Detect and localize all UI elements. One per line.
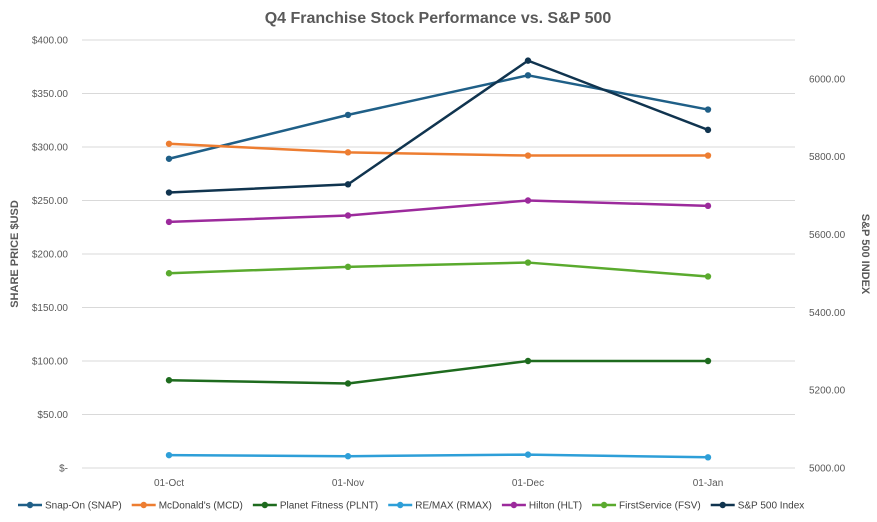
series-lines bbox=[165, 57, 712, 461]
data-point bbox=[704, 152, 712, 159]
data-point bbox=[524, 357, 532, 365]
legend-marker bbox=[140, 501, 147, 509]
data-point bbox=[524, 259, 532, 266]
series-re-max-rmax bbox=[165, 451, 712, 461]
series-line bbox=[167, 74, 710, 161]
legend-item: S&P 500 Index bbox=[710, 501, 805, 512]
x-tick-label: 01-Oct bbox=[154, 478, 184, 489]
x-axis-ticks: 01-Oct 01-Nov 01-Dec 01-Jan bbox=[154, 478, 723, 489]
left-axis-title: SHARE PRICE $USD bbox=[9, 200, 21, 308]
left-tick-label: $350.00 bbox=[32, 89, 69, 100]
data-point bbox=[344, 212, 352, 219]
series-hilton-hlt bbox=[165, 197, 712, 226]
series-line bbox=[167, 359, 710, 385]
left-tick-label: $150.00 bbox=[32, 303, 69, 314]
legend-marker bbox=[510, 501, 518, 509]
right-tick-label: 5400.00 bbox=[809, 308, 846, 319]
series-mcdonald-s-mcd bbox=[165, 140, 712, 159]
right-tick-label: 6000.00 bbox=[809, 74, 846, 85]
right-axis-title: S&P 500 INDEX bbox=[859, 214, 871, 295]
left-tick-label: $200.00 bbox=[32, 250, 69, 261]
legend-label: S&P 500 Index bbox=[738, 501, 805, 512]
series-line bbox=[167, 261, 710, 278]
data-point bbox=[344, 453, 352, 460]
right-axis-ticks: 5000.00 5200.00 5400.00 5600.00 5800.00 6000.… bbox=[809, 74, 846, 474]
legend-item: McDonald's (MCD) bbox=[131, 501, 243, 512]
legend-label: Planet Fitness (PLNT) bbox=[280, 501, 378, 512]
data-point bbox=[524, 57, 532, 64]
data-point bbox=[704, 454, 712, 461]
chart-title: Q4 Franchise Stock Performance vs. S&P 5… bbox=[265, 10, 612, 27]
x-tick-label: 01-Jan bbox=[693, 478, 724, 489]
x-tick-label: 01-Nov bbox=[332, 478, 364, 489]
data-point bbox=[704, 106, 712, 113]
left-tick-label: $250.00 bbox=[32, 196, 69, 207]
data-point bbox=[165, 189, 173, 196]
data-point bbox=[524, 152, 532, 159]
legend-item: Snap-On (SNAP) bbox=[18, 501, 122, 512]
data-point bbox=[165, 451, 173, 459]
series-line bbox=[167, 199, 710, 224]
data-point bbox=[344, 263, 352, 271]
series-planet-fitness-plnt bbox=[165, 357, 712, 387]
right-tick-label: 5800.00 bbox=[809, 152, 846, 163]
legend-label: RE/MAX (RMAX) bbox=[415, 501, 492, 512]
series-line bbox=[167, 142, 710, 157]
gridlines bbox=[82, 39, 795, 469]
series-firstservice-fsv bbox=[165, 259, 712, 280]
legend-marker bbox=[26, 501, 34, 509]
data-point bbox=[704, 357, 712, 365]
data-point bbox=[344, 149, 352, 156]
data-point bbox=[165, 140, 173, 147]
legend-label: FirstService (FSV) bbox=[619, 501, 701, 512]
left-axis-ticks: $- $50.00 $100.00 $150.00 $200.00 $250.00 $300… bbox=[32, 36, 69, 475]
left-tick-label: $100.00 bbox=[32, 357, 69, 368]
series-s-p-500-index bbox=[165, 57, 712, 196]
series-snap-on-snap bbox=[165, 72, 712, 162]
data-point bbox=[344, 380, 352, 387]
legend-label: Snap-On (SNAP) bbox=[45, 501, 122, 512]
legend-item: Planet Fitness (PLNT) bbox=[252, 501, 378, 512]
legend-marker bbox=[719, 501, 726, 509]
left-tick-label: $400.00 bbox=[32, 36, 69, 47]
x-tick-label: 01-Dec bbox=[512, 478, 544, 489]
series-line bbox=[167, 59, 710, 194]
data-point bbox=[165, 155, 173, 162]
legend-marker bbox=[397, 501, 404, 509]
legend-item: FirstService (FSV) bbox=[592, 501, 701, 512]
legend-marker bbox=[600, 501, 608, 509]
data-point bbox=[165, 377, 173, 384]
data-point bbox=[524, 72, 532, 79]
data-point bbox=[704, 273, 712, 280]
data-point bbox=[524, 451, 532, 458]
right-tick-label: 5600.00 bbox=[809, 230, 846, 241]
data-point bbox=[344, 111, 352, 119]
left-tick-label: $- bbox=[59, 464, 68, 475]
legend: Snap-On (SNAP) McDonald's (MCD) Planet Fit… bbox=[18, 501, 804, 512]
data-point bbox=[704, 202, 712, 210]
data-point bbox=[704, 126, 712, 134]
legend-item: Hilton (HLT) bbox=[501, 501, 582, 512]
left-tick-label: $50.00 bbox=[37, 410, 68, 421]
legend-label: McDonald's (MCD) bbox=[159, 501, 243, 512]
right-tick-label: 5000.00 bbox=[809, 464, 846, 475]
left-tick-label: $300.00 bbox=[32, 143, 69, 154]
data-point bbox=[165, 218, 173, 226]
legend-label: Hilton (HLT) bbox=[529, 501, 582, 512]
legend-marker bbox=[261, 501, 269, 509]
data-point bbox=[344, 181, 352, 188]
data-point bbox=[165, 270, 173, 277]
series-line bbox=[167, 453, 710, 459]
right-tick-label: 5200.00 bbox=[809, 386, 846, 397]
legend-item: RE/MAX (RMAX) bbox=[388, 501, 492, 512]
data-point bbox=[524, 197, 532, 204]
